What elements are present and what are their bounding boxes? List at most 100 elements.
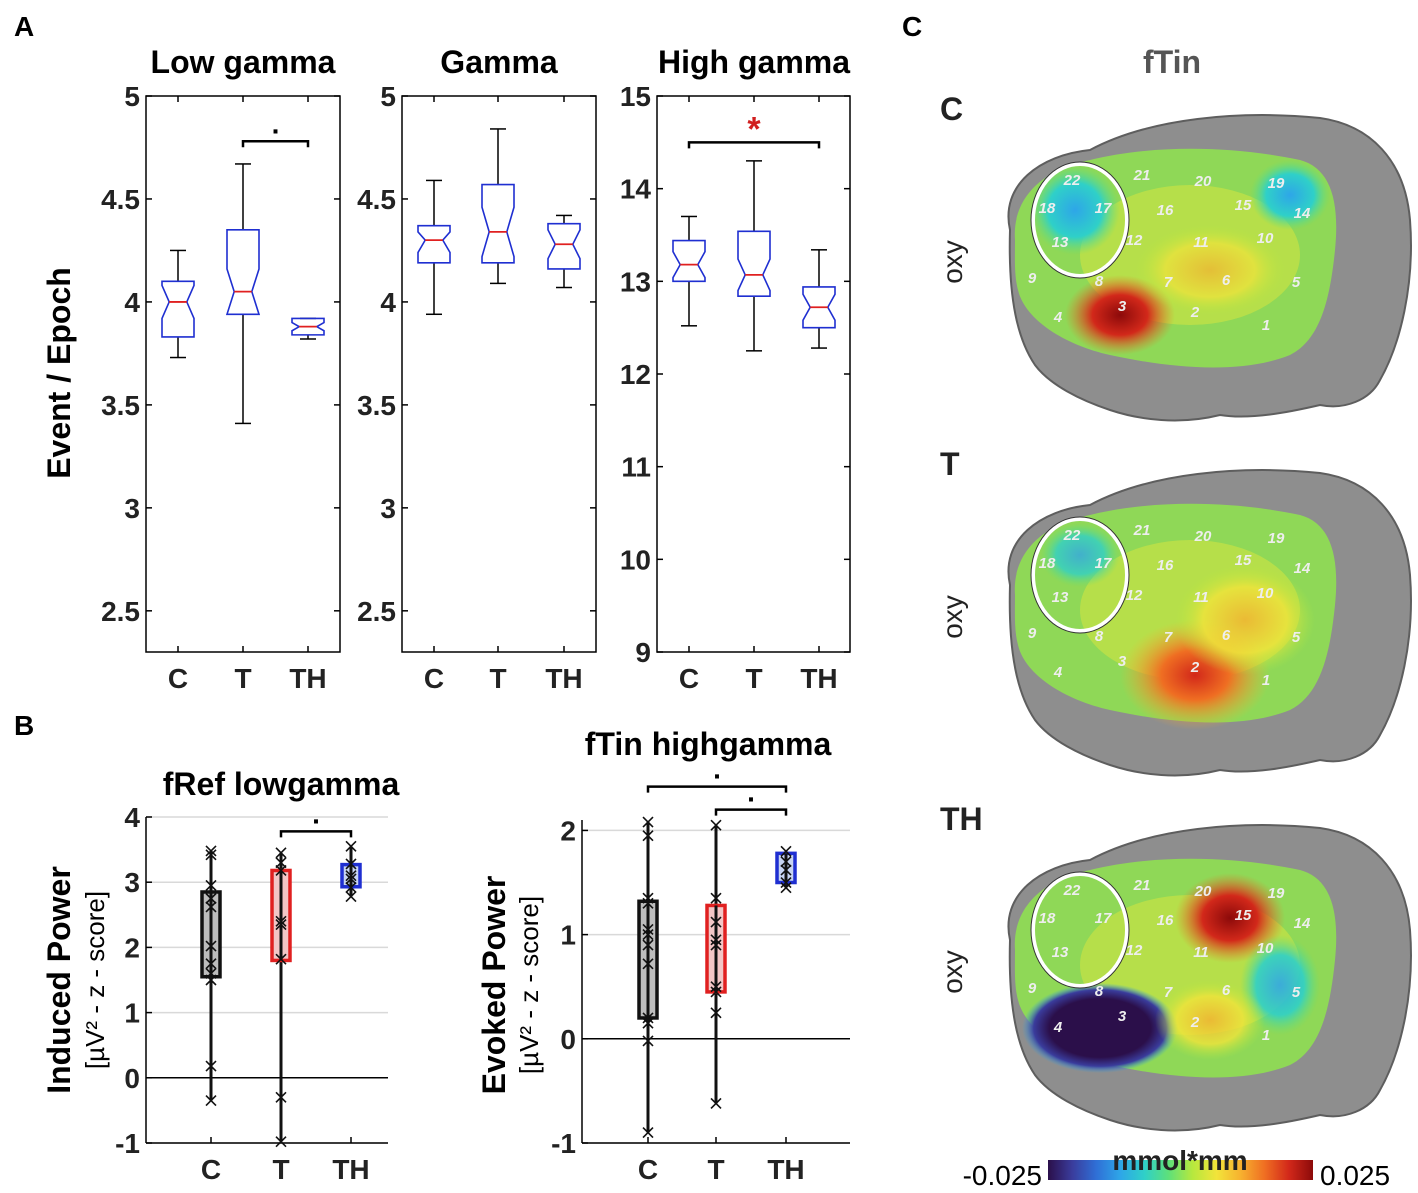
data-point (710, 916, 722, 928)
brain-maps: Coxy12345678910111213141516171819202122T… (937, 91, 1412, 1132)
data-point (345, 840, 357, 852)
chart-title: Low gamma (151, 44, 336, 80)
data-point (780, 876, 792, 889)
channel-label: 10 (1257, 940, 1274, 957)
x-tick-label: TH (767, 1154, 804, 1185)
data-point (642, 1035, 654, 1047)
data-point (275, 1091, 287, 1103)
box-C (161, 249, 195, 359)
box-T (225, 163, 261, 425)
channel-label: 16 (1157, 912, 1174, 929)
bracket-line (714, 808, 788, 816)
y-tick-label: 0 (124, 1063, 140, 1094)
significance-symbol: . (747, 777, 755, 808)
panel-b-left-ylabel-group: Induced Power [µV² - z - score] (41, 866, 110, 1094)
channel-label: 18 (1039, 200, 1056, 217)
channel-label: 13 (1052, 589, 1069, 606)
channel-label: 5 (1292, 629, 1301, 646)
channel-label: 7 (1164, 629, 1173, 646)
data-point (780, 864, 792, 876)
y-tick-label: 11 (621, 452, 651, 483)
box-T (270, 847, 292, 1148)
x-tick-label: TH (332, 1154, 369, 1185)
box-TH (291, 317, 325, 340)
data-point (710, 939, 722, 951)
region-highlight-ellipse (1031, 872, 1129, 988)
activation-blob (1175, 565, 1315, 675)
data-point (710, 892, 722, 904)
box-TH (547, 214, 581, 289)
x-tick-label: T (707, 1154, 724, 1185)
data-point (710, 934, 722, 946)
data-point (275, 864, 287, 877)
significance-bracket: * (687, 110, 821, 149)
activation-blob (1250, 160, 1330, 230)
panel-b-right-ylabel-unit: [µV² - z - score] (514, 896, 544, 1074)
channel-label: 7 (1164, 984, 1173, 1001)
x-tick-label: TH (800, 663, 837, 694)
data-point (642, 958, 654, 970)
channel-label: 3 (1118, 653, 1127, 670)
data-point (642, 816, 654, 828)
colorbar-min-label: -0.025 (963, 1160, 1042, 1191)
channel-label: 5 (1292, 984, 1301, 1001)
channel-label: 2 (1190, 1014, 1200, 1031)
panel-b-left-ylabel: Induced Power (41, 866, 77, 1094)
channel-label: 21 (1133, 877, 1151, 894)
channel-label: 16 (1157, 557, 1174, 574)
panel-b-left-ylabel-unit: [µV² - z - score] (80, 891, 110, 1069)
activation-blob (1040, 523, 1120, 587)
notched-box (225, 229, 261, 316)
data-point (642, 897, 654, 909)
panel-b-right-ylabel-group: Evoked Power [µV² - z - score] (476, 876, 544, 1095)
bracket-line (687, 141, 821, 149)
brain-row-sublabel: oxy (937, 240, 968, 284)
x-tick-label: T (234, 663, 251, 694)
data-point (275, 953, 287, 965)
activation-blob (1030, 165, 1120, 255)
y-tick-label: 13 (620, 266, 651, 297)
data-point (205, 940, 217, 952)
channel-label: 14 (1294, 205, 1311, 222)
significance-symbol: * (747, 110, 761, 148)
significance-symbol: . (713, 754, 721, 785)
activation-blob (1175, 873, 1285, 963)
y-tick-label: 4 (124, 802, 140, 833)
activation-blob (1065, 275, 1175, 355)
y-tick-label: 9 (635, 637, 651, 668)
x-tick-label: C (638, 1154, 658, 1185)
channel-label: 18 (1039, 555, 1056, 572)
data-point (205, 974, 217, 986)
box-C (672, 215, 706, 327)
brain-row-sublabel: oxy (937, 950, 968, 994)
x-tick-label: C (424, 663, 444, 694)
channel-label: 13 (1052, 944, 1069, 961)
channel-label: 4 (1053, 309, 1063, 326)
channel-label: 22 (1063, 527, 1081, 544)
activation-blob (1155, 980, 1265, 1060)
panel-a-ylabel: Event / Epoch (41, 267, 77, 479)
x-tick-label: TH (289, 663, 326, 694)
channel-label: 8 (1095, 983, 1104, 1000)
channel-label: 17 (1095, 200, 1112, 217)
channel-label: 14 (1294, 915, 1311, 932)
data-point (642, 929, 654, 941)
notched-box (481, 183, 515, 264)
data-point (345, 890, 357, 903)
box-TH (340, 840, 362, 903)
significance-bracket: . (646, 754, 788, 793)
channel-label: 10 (1257, 585, 1274, 602)
activation-blob (1022, 983, 1178, 1073)
data-point (642, 923, 654, 935)
box-C (417, 179, 451, 316)
panel-label-c: C (902, 11, 922, 42)
channel-label: 20 (1194, 173, 1212, 190)
channel-label: 1 (1262, 317, 1270, 334)
channel-label: 3 (1118, 298, 1127, 315)
axes-box (401, 95, 597, 653)
region-highlight-ellipse (1031, 162, 1129, 278)
channel-label: 6 (1222, 272, 1231, 289)
